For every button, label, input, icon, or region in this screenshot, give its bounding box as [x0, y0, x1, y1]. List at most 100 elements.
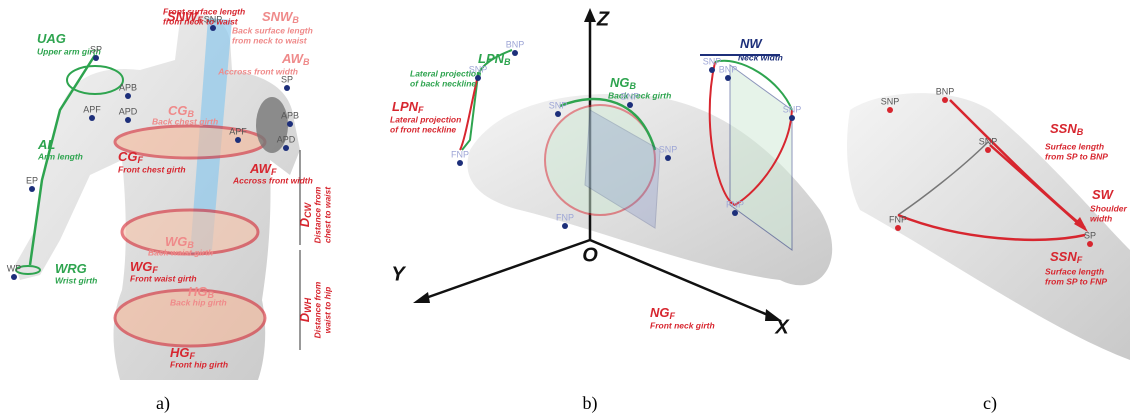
landmark-label: BNP [506, 39, 525, 49]
measure-desc: Front chest girth [118, 164, 186, 174]
code-main: HG [170, 345, 190, 360]
landmark-label: BNP [621, 91, 640, 101]
measure-code: NGB [610, 75, 637, 91]
measure-code: UAG [37, 31, 66, 46]
code-main: NW [740, 36, 763, 51]
landmark-label: SNP [783, 104, 802, 114]
landmark-label: FNP [451, 149, 469, 159]
landmark [284, 85, 290, 91]
landmark [725, 75, 731, 81]
landmark [665, 155, 671, 161]
measure-code: NGF [650, 305, 676, 321]
measure-desc: Back chest girth [152, 116, 218, 126]
measure-desc: Neck width [738, 52, 783, 62]
landmark [210, 25, 216, 31]
measure-desc: of back neckline [410, 78, 476, 88]
measure-desc: chest to waist [322, 186, 332, 243]
code-sub: B [292, 15, 299, 25]
landmark-label: APB [119, 82, 137, 92]
measure-desc: Shoulder [1090, 203, 1128, 213]
measure-code: NW [740, 36, 763, 51]
code-sub: B [504, 57, 511, 67]
code-main: SNW [262, 9, 294, 24]
code-main: AW [281, 51, 305, 66]
figure: a)SNWFFront surface lengthfrom neck to w… [0, 0, 1131, 419]
landmark-label: WP [7, 263, 22, 273]
code-main: NG [650, 305, 670, 320]
code-main: WG [130, 259, 152, 274]
landmark-label: BNP [719, 64, 738, 74]
landmark [1087, 241, 1093, 247]
axis-label: Y [391, 263, 406, 285]
measure-code: LPNF [392, 99, 424, 115]
measure-desc: Back neck girth [608, 90, 671, 100]
code-sub: F [1077, 255, 1083, 265]
landmark-label: APD [277, 134, 296, 144]
measure-code: AWB [281, 51, 310, 67]
landmark [89, 115, 95, 121]
measure-desc: of front neckline [390, 124, 456, 134]
code-main: AW [249, 161, 273, 176]
measure-desc: Distance from [312, 186, 322, 243]
measure-code: SNWB [262, 9, 299, 25]
code-main: UAG [37, 31, 66, 46]
landmark-label: FNP [726, 199, 744, 209]
landmark [887, 107, 893, 113]
code-main: CG [118, 149, 138, 164]
body-c [847, 93, 1130, 360]
measure-code: SSNB [1050, 121, 1084, 137]
landmark-label: SP [90, 44, 102, 54]
measure-desc: width [1090, 213, 1112, 223]
landmark [29, 186, 35, 192]
measure-code: WRG [55, 261, 87, 276]
landmark [627, 102, 633, 108]
code-main: LPN [392, 99, 419, 114]
code-sub: B [303, 57, 310, 67]
landmark-label: FNP [556, 212, 574, 222]
measure-desc: Back waist girth [148, 247, 213, 257]
measure-code: AL [37, 137, 55, 152]
landmark [93, 55, 99, 61]
landmark-label: SP [281, 74, 293, 84]
measure-desc: Back hip girth [170, 297, 227, 307]
landmark [457, 160, 463, 166]
measure-desc: Front waist girth [130, 273, 197, 283]
landmark-label: BNP [936, 86, 955, 96]
landmark [985, 147, 991, 153]
measure-desc: Front neck girth [650, 320, 715, 330]
measure-desc: Accross front width [232, 175, 313, 185]
landmark-label: APD [119, 106, 138, 116]
measure-desc: Wrist girth [55, 275, 97, 285]
landmark [125, 93, 131, 99]
caption: b) [583, 393, 598, 414]
landmark [555, 111, 561, 117]
code-main: SW [1092, 187, 1115, 202]
landmark-label: EP [26, 175, 38, 185]
landmark-label: APB [281, 110, 299, 120]
landmark [475, 75, 481, 81]
measure-desc: Front hip girth [170, 359, 228, 369]
landmark-label: APF [83, 104, 101, 114]
measure-desc: Arm length [37, 151, 83, 161]
landmark [732, 210, 738, 216]
axis-label: O [582, 244, 598, 266]
landmark [895, 225, 901, 231]
code-main: SSN [1050, 249, 1077, 264]
code-main: WRG [55, 261, 87, 276]
landmark-label: SNP [659, 144, 678, 154]
measure-desc: Back surface length [232, 25, 313, 35]
landmark [287, 121, 293, 127]
landmark [235, 137, 241, 143]
landmark-label: SNP [469, 64, 488, 74]
landmark-label: SNP [979, 136, 998, 146]
landmark-label: FNP [889, 214, 907, 224]
landmark-label: SNP [549, 100, 568, 110]
landmark [125, 117, 131, 123]
landmark [942, 97, 948, 103]
measure-desc: Surface length [1045, 141, 1104, 151]
caption: c) [983, 393, 997, 414]
landmark-label: SNP [881, 96, 900, 106]
landmark-label: SP [1084, 230, 1096, 240]
landmark-label: SNP [204, 14, 223, 24]
measure-desc: waist to hip [322, 287, 332, 334]
